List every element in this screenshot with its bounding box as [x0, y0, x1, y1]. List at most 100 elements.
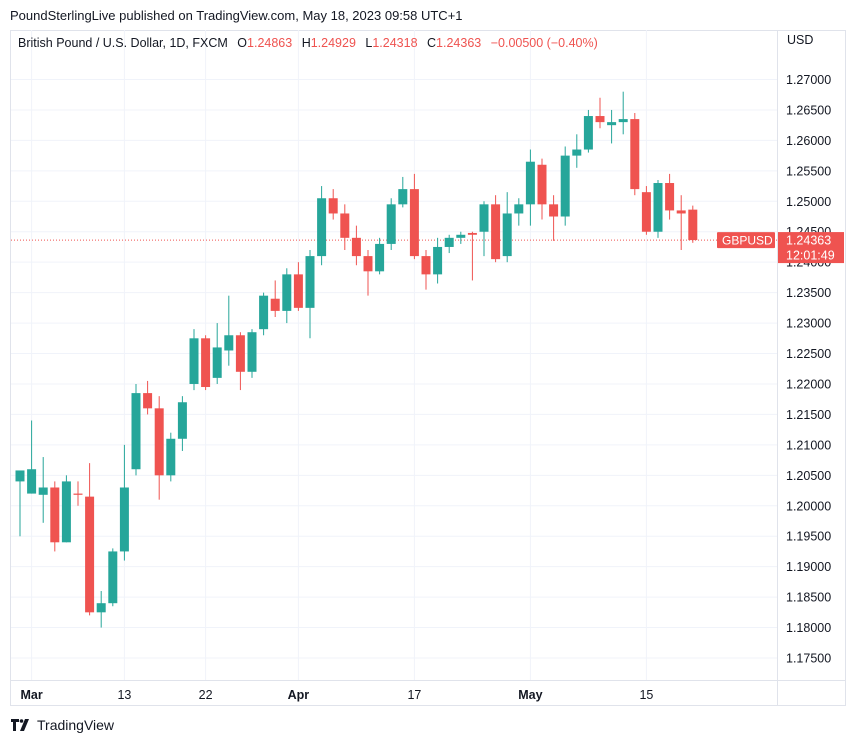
- low-value: 1.24318: [372, 36, 418, 50]
- candle: [618, 91, 628, 135]
- price-tick-label: 1.19500: [786, 530, 831, 544]
- low-label: L: [365, 36, 373, 50]
- tradingview-logo-icon: [11, 719, 31, 731]
- close-label: C: [427, 36, 437, 50]
- candle-body: [177, 402, 187, 439]
- candle: [491, 195, 501, 263]
- candle-body: [27, 469, 37, 494]
- candle-body: [340, 213, 350, 238]
- candle-body: [235, 335, 245, 372]
- price-tick-label: 1.18500: [786, 591, 831, 605]
- candle-body: [85, 496, 95, 613]
- candle-body: [653, 183, 663, 232]
- candle: [433, 237, 443, 284]
- candle: [259, 292, 269, 336]
- ohlc-legend: British Pound / U.S. Dollar, 1D, FXCM O1…: [18, 36, 598, 50]
- candle: [50, 481, 60, 552]
- candle: [27, 420, 37, 494]
- price-tick-label: 1.22500: [786, 347, 831, 361]
- high-label: H: [301, 36, 311, 50]
- candle: [96, 591, 106, 628]
- change-value: −0.00500 (−0.40%): [490, 36, 598, 50]
- candle: [467, 231, 477, 281]
- candle: [479, 201, 489, 257]
- candle: [85, 463, 95, 616]
- candle-body: [375, 243, 385, 272]
- open-label: O: [237, 36, 248, 50]
- candle: [375, 237, 385, 275]
- candle-body: [212, 347, 222, 378]
- candle: [177, 396, 187, 451]
- candle: [537, 158, 547, 220]
- candle: [560, 146, 570, 226]
- candle: [305, 250, 315, 339]
- grid-lines: [10, 30, 846, 706]
- candle-body: [224, 335, 234, 351]
- candle-body: [386, 204, 396, 244]
- candle-body: [305, 256, 315, 308]
- candle-body: [433, 246, 443, 275]
- candle: [549, 195, 559, 241]
- candle-body: [328, 198, 338, 214]
- candle: [456, 231, 466, 244]
- candle: [444, 234, 454, 254]
- candle-body: [38, 487, 48, 495]
- candles: [15, 91, 698, 628]
- price-tick-label: 1.22000: [786, 377, 831, 391]
- candle-body: [421, 256, 431, 275]
- candle: [293, 262, 303, 311]
- high-value: 1.24929: [310, 36, 356, 50]
- candle: [131, 383, 141, 476]
- time-tick-label: 15: [639, 688, 653, 702]
- candle-body: [409, 189, 419, 257]
- candle-body: [583, 116, 593, 150]
- price-tag-value: 1.24363: [786, 234, 831, 248]
- candle-body: [131, 393, 141, 470]
- candle: [351, 225, 361, 266]
- candle-body: [293, 274, 303, 308]
- time-tick-label: Mar: [20, 688, 42, 702]
- candle: [143, 380, 153, 415]
- candle: [607, 109, 617, 144]
- time-tick-label: 13: [117, 688, 131, 702]
- candle: [61, 475, 71, 543]
- currency-label[interactable]: USD: [787, 33, 814, 47]
- candle: [398, 176, 408, 208]
- candle-body: [108, 551, 118, 604]
- candle-body: [491, 204, 501, 260]
- price-tick-label: 1.23000: [786, 317, 831, 331]
- symbol-tag-label: GBPUSD: [722, 234, 773, 248]
- candle: [572, 134, 582, 168]
- candle: [15, 470, 25, 537]
- candle-body: [456, 234, 466, 238]
- candle: [270, 280, 280, 317]
- candle-body: [398, 189, 408, 205]
- price-tick-label: 1.25000: [786, 195, 831, 209]
- candle: [189, 329, 199, 391]
- time-tick-label: 17: [407, 688, 421, 702]
- candle-body: [595, 116, 605, 123]
- time-tick-label: 22: [199, 688, 213, 702]
- candle-body: [270, 298, 280, 311]
- candle-body: [154, 408, 164, 476]
- candle-body: [502, 213, 512, 257]
- candle: [317, 186, 327, 266]
- candle: [421, 250, 431, 290]
- price-tick-label: 1.20000: [786, 499, 831, 513]
- candle-body: [572, 149, 582, 156]
- candle-body: [259, 295, 269, 330]
- candle-body: [549, 204, 559, 217]
- price-tag-bg: [778, 232, 844, 264]
- candle-body: [166, 438, 176, 476]
- candle-body: [525, 161, 535, 205]
- candle: [235, 332, 245, 391]
- close-value: 1.24363: [436, 36, 482, 50]
- candle: [73, 481, 83, 506]
- candle: [328, 189, 338, 220]
- tradingview-logo[interactable]: TradingView: [11, 717, 114, 733]
- last-price-tag: GBPUSD 1.24363 12:01:49: [717, 232, 844, 264]
- candle-body: [665, 183, 675, 211]
- price-tick-label: 1.20500: [786, 469, 831, 483]
- candle-body: [189, 338, 199, 384]
